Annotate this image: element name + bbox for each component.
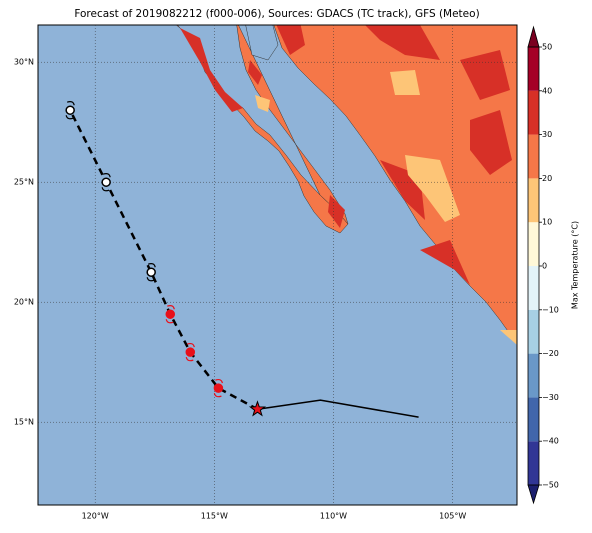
- forecast-point: [65, 105, 75, 115]
- colorbar-tick-label: 40: [542, 86, 552, 95]
- storm-symbol: [213, 378, 223, 398]
- map-frame: [37, 24, 518, 506]
- forecast-point: [146, 267, 156, 277]
- colorbar-tick-label: −10: [542, 305, 559, 314]
- colorbar-segment: [528, 90, 539, 135]
- land: [175, 25, 517, 345]
- forecast-point: [185, 347, 196, 357]
- observed-track: [257, 399, 419, 418]
- colorbar-tick-label: 50: [542, 43, 552, 52]
- forecast-point: [165, 309, 176, 319]
- y-tick-label: 15°N: [14, 418, 34, 427]
- y-tick-label: 25°N: [14, 178, 34, 187]
- colorbar-segment: [528, 134, 539, 179]
- x-tick-label: 120°W: [82, 512, 109, 521]
- x-tick-label: 110°W: [320, 512, 347, 521]
- storm-symbol: [146, 263, 156, 282]
- storm-symbol: [101, 173, 111, 192]
- storm-symbol: [185, 342, 195, 362]
- colorbar-tick-label: 20: [542, 174, 552, 183]
- colorbar-label: Max Temperature (°C): [571, 221, 580, 309]
- colorbar-tick-label: −50: [542, 481, 559, 490]
- storm-symbol: [65, 101, 75, 120]
- colorbar-segment: [528, 397, 539, 442]
- x-tick-label: 115°W: [201, 512, 228, 521]
- y-tick-label: 20°N: [14, 298, 34, 307]
- colorbar-segment: [528, 353, 539, 398]
- map-title: Forecast of 2019082212 (f000-006), Sourc…: [74, 8, 479, 20]
- forecast-point: [101, 177, 111, 187]
- colorbar-segment: [528, 222, 539, 266]
- colorbar-tick-label: −20: [542, 349, 559, 358]
- colorbar-segment: [528, 178, 539, 223]
- colorbar-segment: [528, 309, 539, 354]
- colorbar-segment: [528, 266, 539, 310]
- colorbar-segment: [528, 47, 539, 91]
- colorbar-tick-label: 10: [542, 218, 552, 227]
- colorbar-extend-high: [527, 25, 540, 48]
- y-tick-label: 30°N: [14, 58, 34, 67]
- forecast-point: [213, 383, 224, 393]
- storm-position: [248, 400, 267, 417]
- colorbar-tick-label: −40: [542, 437, 559, 446]
- colorbar-tick-label: −30: [542, 393, 559, 402]
- storm-symbol: [165, 305, 175, 324]
- colorbar-segment: [528, 441, 539, 485]
- colorbar-extend-low: [527, 484, 540, 505]
- colorbar-tick-label: 30: [542, 130, 552, 139]
- x-tick-label: 105°W: [439, 512, 466, 521]
- colorbar-tick-label: 0: [542, 262, 547, 271]
